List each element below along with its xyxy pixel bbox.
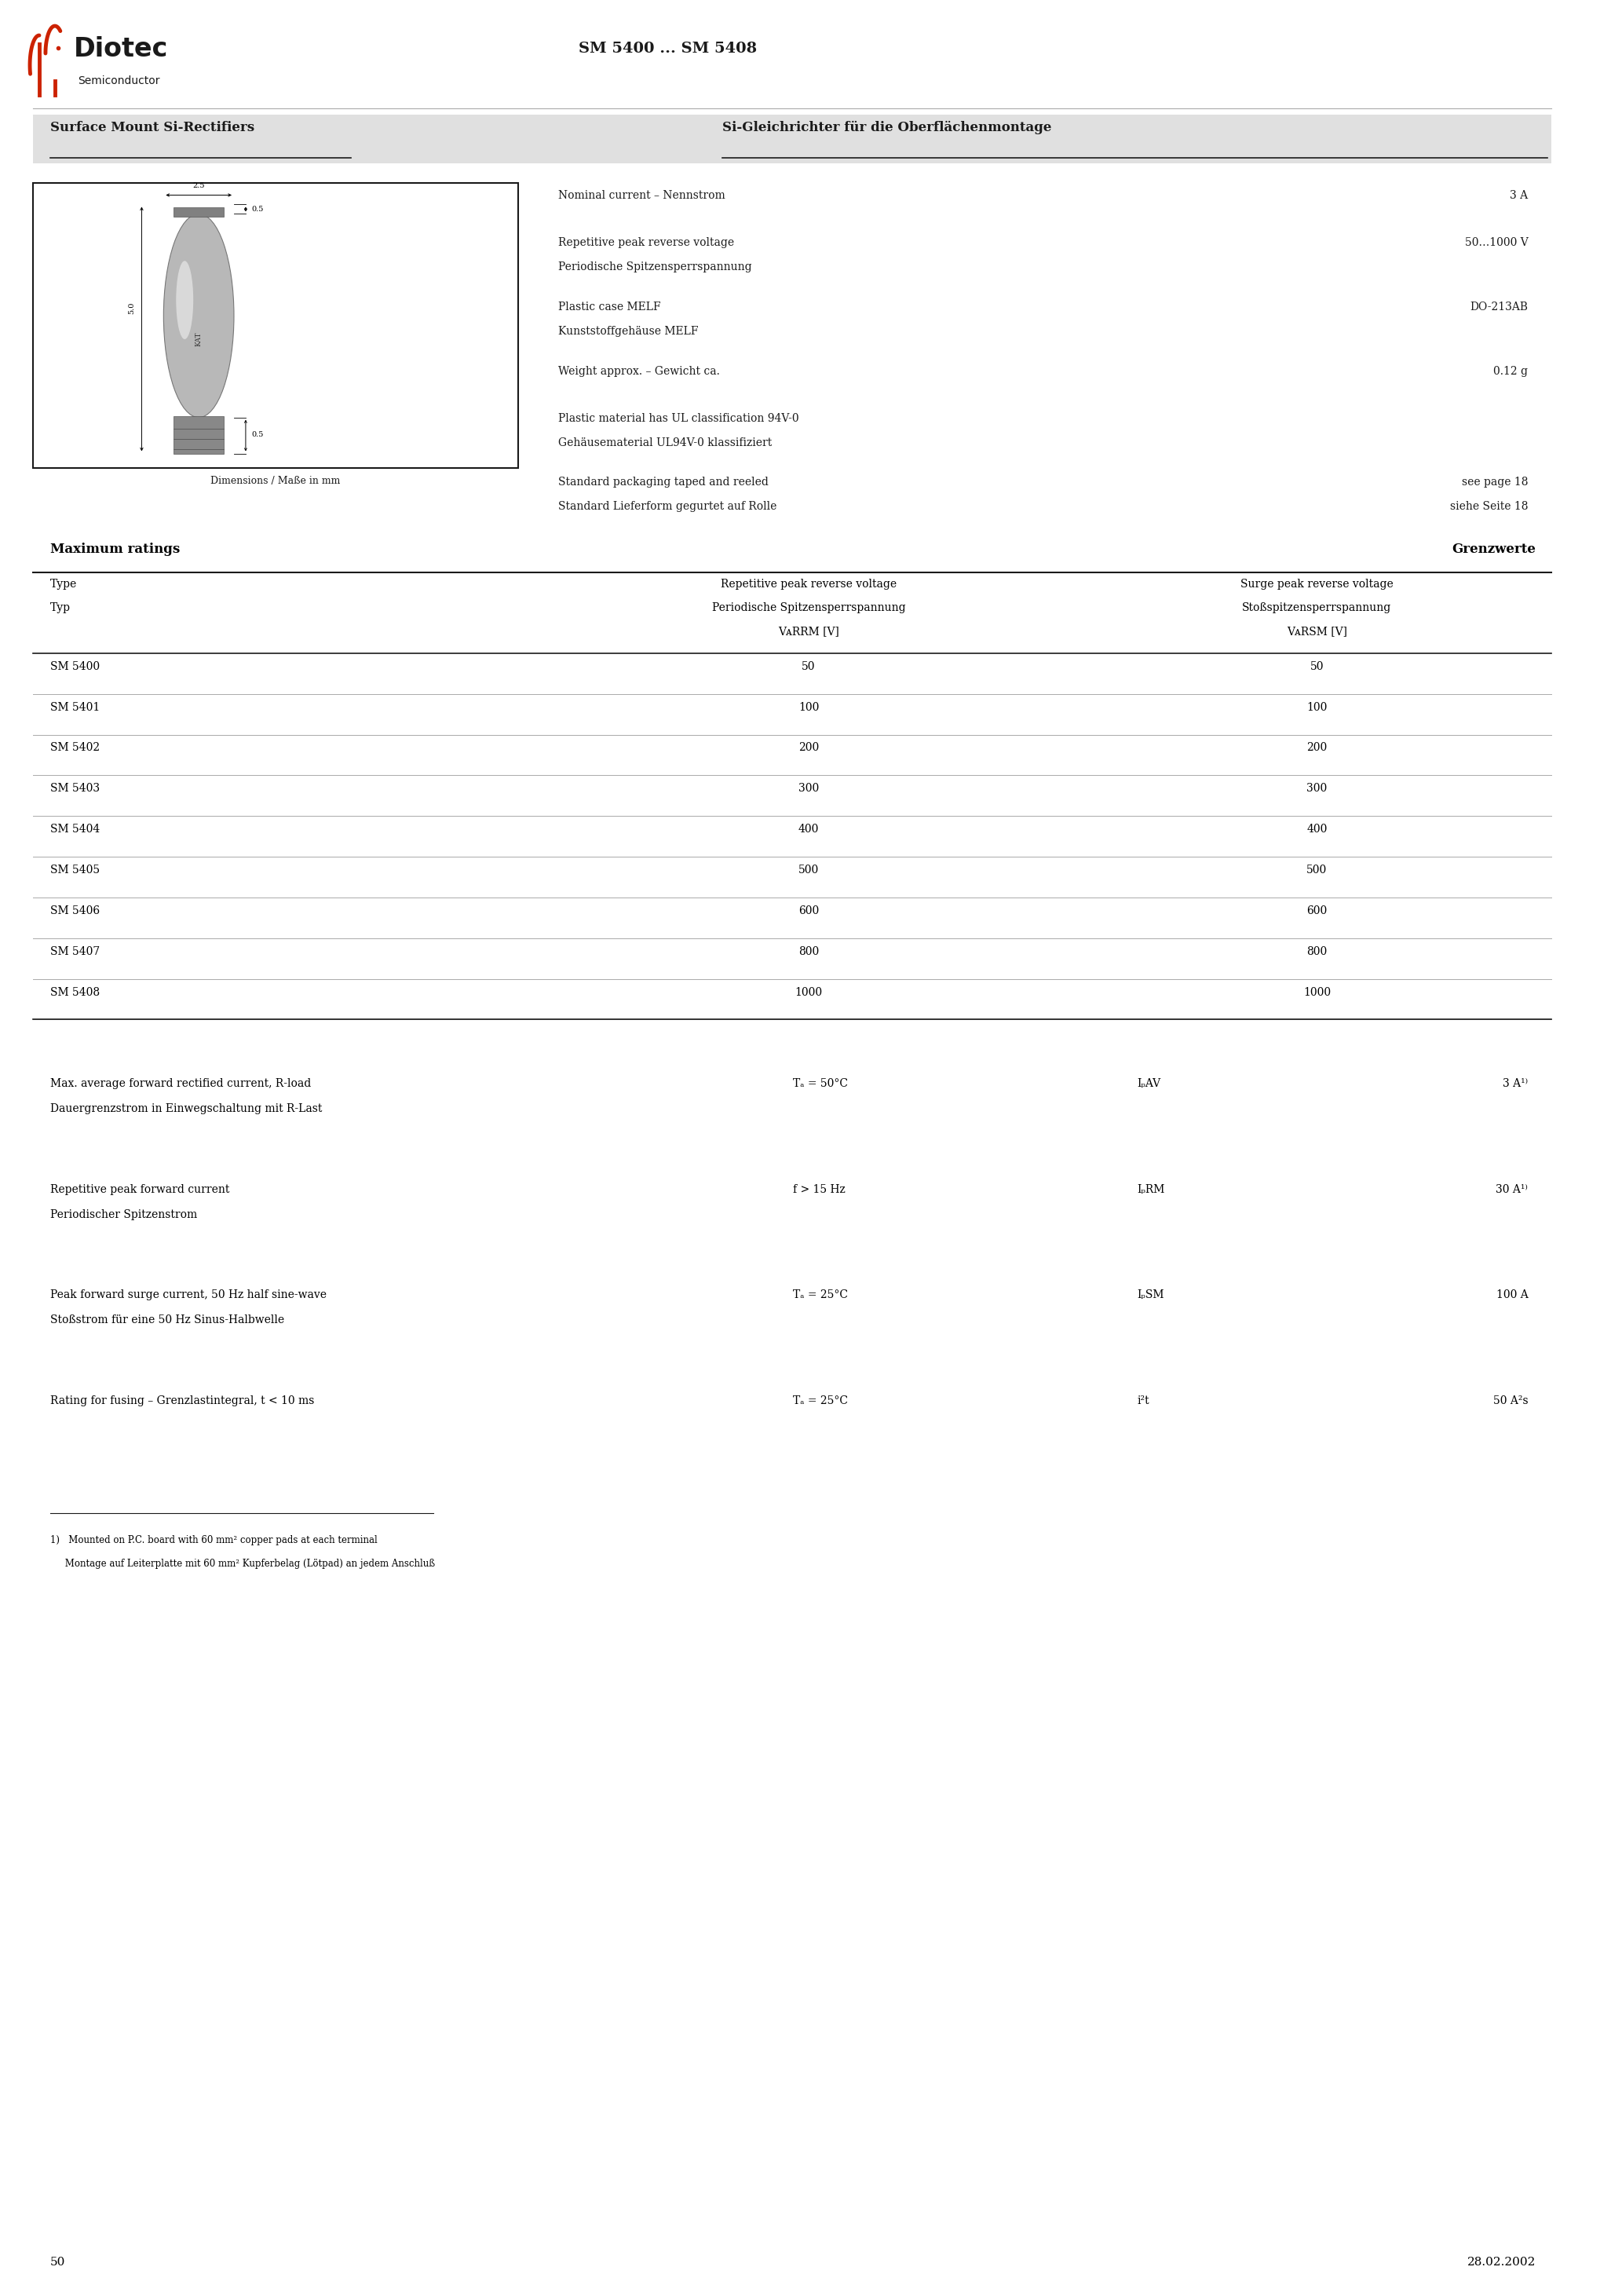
Text: 3 A: 3 A bbox=[1510, 191, 1528, 202]
Text: 1)   Mounted on P.C. board with 60 mm² copper pads at each terminal: 1) Mounted on P.C. board with 60 mm² cop… bbox=[50, 1534, 378, 1545]
Text: KAT: KAT bbox=[195, 333, 203, 347]
Text: Max. average forward rectified current, R-load: Max. average forward rectified current, … bbox=[50, 1079, 311, 1088]
Text: Typ: Typ bbox=[50, 602, 71, 613]
Text: IₚSM: IₚSM bbox=[1137, 1290, 1165, 1302]
Text: VᴀRRM [V]: VᴀRRM [V] bbox=[779, 627, 839, 636]
Text: 400: 400 bbox=[1307, 824, 1327, 836]
Bar bbox=[32, 115, 1552, 163]
Text: 1000: 1000 bbox=[1302, 987, 1330, 999]
Text: 5.0: 5.0 bbox=[128, 301, 135, 315]
Text: SM 5404: SM 5404 bbox=[50, 824, 101, 836]
Text: see page 18: see page 18 bbox=[1461, 478, 1528, 489]
Text: Kunststoffgehäuse MELF: Kunststoffgehäuse MELF bbox=[558, 326, 699, 338]
Text: Surge peak reverse voltage: Surge peak reverse voltage bbox=[1241, 579, 1393, 590]
Text: Repetitive peak forward current: Repetitive peak forward current bbox=[50, 1185, 229, 1194]
Text: 200: 200 bbox=[798, 742, 819, 753]
Text: Type: Type bbox=[50, 579, 78, 590]
Text: Weight approx. – Gewicht ca.: Weight approx. – Gewicht ca. bbox=[558, 365, 720, 377]
Text: 300: 300 bbox=[1307, 783, 1327, 794]
Text: 500: 500 bbox=[1307, 866, 1327, 875]
Text: 28.02.2002: 28.02.2002 bbox=[1468, 2257, 1536, 2268]
Text: Maximum ratings: Maximum ratings bbox=[50, 542, 180, 556]
Text: 600: 600 bbox=[798, 905, 819, 916]
Text: 0.5: 0.5 bbox=[251, 432, 263, 439]
Text: SM 5407: SM 5407 bbox=[50, 946, 101, 957]
Bar bbox=[174, 416, 224, 455]
Text: 500: 500 bbox=[798, 866, 819, 875]
Text: Montage auf Leiterplatte mit 60 mm² Kupferbelag (Lötpad) an jedem Anschluß: Montage auf Leiterplatte mit 60 mm² Kupf… bbox=[50, 1559, 435, 1568]
Text: Tₐ = 50°C: Tₐ = 50°C bbox=[793, 1079, 848, 1088]
Text: 100: 100 bbox=[798, 703, 819, 712]
Text: SM 5405: SM 5405 bbox=[50, 866, 99, 875]
Text: 800: 800 bbox=[798, 946, 819, 957]
Text: 100: 100 bbox=[1307, 703, 1327, 712]
Text: Repetitive peak reverse voltage: Repetitive peak reverse voltage bbox=[720, 579, 897, 590]
Text: SM 5406: SM 5406 bbox=[50, 905, 99, 916]
Bar bbox=[32, 184, 517, 468]
Text: 800: 800 bbox=[1307, 946, 1327, 957]
Text: 600: 600 bbox=[1307, 905, 1327, 916]
Text: SM 5401: SM 5401 bbox=[50, 703, 101, 712]
Text: Grenzwerte: Grenzwerte bbox=[1452, 542, 1536, 556]
Text: Stoßspitzensperrspannung: Stoßspitzensperrspannung bbox=[1242, 602, 1392, 613]
Text: 50…1000 V: 50…1000 V bbox=[1465, 236, 1528, 248]
Text: 30 A¹⁾: 30 A¹⁾ bbox=[1495, 1185, 1528, 1194]
Text: Gehäusematerial UL94V-0 klassifiziert: Gehäusematerial UL94V-0 klassifiziert bbox=[558, 436, 772, 448]
Text: 50: 50 bbox=[50, 2257, 65, 2268]
Text: Tₐ = 25°C: Tₐ = 25°C bbox=[793, 1396, 848, 1407]
Text: 50: 50 bbox=[1311, 661, 1324, 673]
Text: Standard Lieferform gegurtet auf Rolle: Standard Lieferform gegurtet auf Rolle bbox=[558, 501, 777, 512]
Text: 1000: 1000 bbox=[795, 987, 822, 999]
Text: 50: 50 bbox=[801, 661, 816, 673]
Text: SM 5408: SM 5408 bbox=[50, 987, 99, 999]
Text: Dimensions / Maße in mm: Dimensions / Maße in mm bbox=[211, 475, 341, 487]
Text: Repetitive peak reverse voltage: Repetitive peak reverse voltage bbox=[558, 236, 735, 248]
Text: siehe Seite 18: siehe Seite 18 bbox=[1450, 501, 1528, 512]
Text: 0.5: 0.5 bbox=[251, 207, 263, 214]
Text: Standard packaging taped and reeled: Standard packaging taped and reeled bbox=[558, 478, 769, 489]
Text: Tₐ = 25°C: Tₐ = 25°C bbox=[793, 1290, 848, 1302]
Text: Semiconductor: Semiconductor bbox=[78, 76, 159, 87]
Text: SM 5402: SM 5402 bbox=[50, 742, 99, 753]
Text: DO-213AB: DO-213AB bbox=[1470, 301, 1528, 312]
Text: 200: 200 bbox=[1307, 742, 1327, 753]
Text: 400: 400 bbox=[798, 824, 819, 836]
Text: Rating for fusing – Grenzlastintegral, t < 10 ms: Rating for fusing – Grenzlastintegral, t… bbox=[50, 1396, 315, 1407]
Text: Plastic material has UL classification 94V-0: Plastic material has UL classification 9… bbox=[558, 413, 800, 425]
Text: Nominal current – Nennstrom: Nominal current – Nennstrom bbox=[558, 191, 725, 202]
Text: Periodische Spitzensperrspannung: Periodische Spitzensperrspannung bbox=[558, 262, 753, 273]
Ellipse shape bbox=[164, 214, 234, 418]
Text: Plastic case MELF: Plastic case MELF bbox=[558, 301, 662, 312]
Ellipse shape bbox=[177, 262, 193, 340]
Text: Peak forward surge current, 50 Hz half sine-wave: Peak forward surge current, 50 Hz half s… bbox=[50, 1290, 326, 1302]
Text: Periodische Spitzensperrspannung: Periodische Spitzensperrspannung bbox=[712, 602, 905, 613]
Text: Periodischer Spitzenstrom: Periodischer Spitzenstrom bbox=[50, 1210, 198, 1219]
Text: IₚAV: IₚAV bbox=[1137, 1079, 1161, 1088]
Text: VᴀRSM [V]: VᴀRSM [V] bbox=[1286, 627, 1348, 636]
Text: 100 A: 100 A bbox=[1495, 1290, 1528, 1302]
Text: 2.5: 2.5 bbox=[193, 184, 204, 191]
Text: i²t: i²t bbox=[1137, 1396, 1150, 1407]
Text: f > 15 Hz: f > 15 Hz bbox=[793, 1185, 845, 1194]
Text: 50 A²s: 50 A²s bbox=[1492, 1396, 1528, 1407]
Text: Diotec: Diotec bbox=[73, 37, 169, 62]
Text: Si-Gleichrichter für die Oberflächenmontage: Si-Gleichrichter für die Oberflächenmont… bbox=[723, 122, 1053, 133]
Text: 3 A¹⁾: 3 A¹⁾ bbox=[1504, 1079, 1528, 1088]
Text: SM 5403: SM 5403 bbox=[50, 783, 99, 794]
Text: Dauergrenzstrom in Einwegschaltung mit R-Last: Dauergrenzstrom in Einwegschaltung mit R… bbox=[50, 1104, 323, 1114]
Text: IₚRM: IₚRM bbox=[1137, 1185, 1165, 1194]
Bar bbox=[174, 207, 224, 218]
Text: 0.12 g: 0.12 g bbox=[1494, 365, 1528, 377]
Text: 300: 300 bbox=[798, 783, 819, 794]
Text: Surface Mount Si-Rectifiers: Surface Mount Si-Rectifiers bbox=[50, 122, 255, 133]
Text: Stoßstrom für eine 50 Hz Sinus-Halbwelle: Stoßstrom für eine 50 Hz Sinus-Halbwelle bbox=[50, 1316, 284, 1325]
Text: SM 5400: SM 5400 bbox=[50, 661, 99, 673]
Text: SM 5400 ... SM 5408: SM 5400 ... SM 5408 bbox=[579, 41, 757, 55]
